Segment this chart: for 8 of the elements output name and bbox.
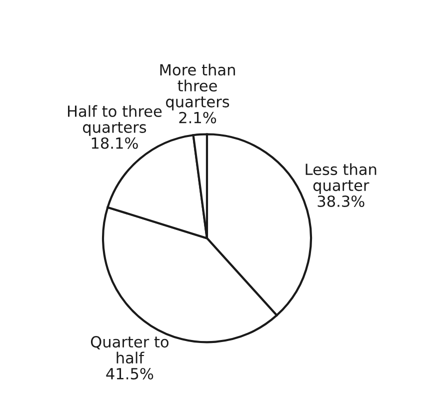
slice-label: Quarter to half — [90, 336, 168, 364]
data-label: 2.1% — [179, 112, 216, 124]
slice-label: Less than quarter — [306, 163, 376, 194]
slice-label: More than three quarters — [160, 64, 235, 110]
data-label: 41.5% — [106, 368, 154, 380]
slice-label: Half to three quarters — [68, 105, 162, 136]
data-label: 38.3% — [318, 195, 364, 208]
data-label: 18.1% — [92, 137, 138, 149]
